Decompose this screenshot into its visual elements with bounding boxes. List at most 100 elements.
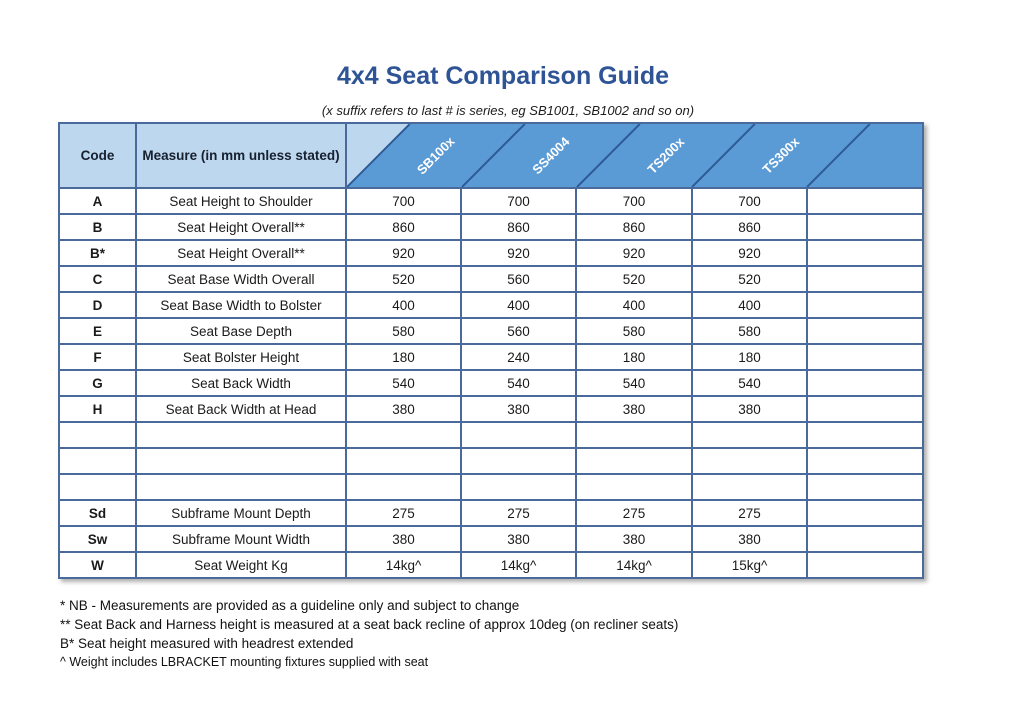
value-cell — [460, 421, 577, 449]
value-cell — [460, 447, 577, 475]
value-cell — [575, 473, 693, 501]
value-cell — [345, 421, 462, 449]
code-cell — [58, 473, 137, 501]
value-cell — [805, 421, 925, 449]
header-row: Code Measure (in mm unless stated) SB100… — [58, 122, 925, 189]
table-row: Sw Subframe Mount Width 380 380 380 380 — [58, 525, 925, 553]
diagonal-header-graphic: SB100x SS4004 TS200x TS300x — [348, 125, 922, 186]
footnote-weight: ^ Weight includes LBRACKET mounting fixt… — [60, 655, 429, 669]
value-cell: 275 — [460, 499, 577, 527]
value-cell: 540 — [460, 369, 577, 397]
value-cell: 14kg^ — [460, 551, 577, 579]
code-cell: H — [58, 395, 137, 423]
value-cell: 520 — [345, 265, 462, 293]
value-cell: 400 — [691, 291, 808, 319]
measure-cell: Seat Height Overall** — [135, 239, 347, 267]
table-row — [58, 421, 925, 449]
table-row: G Seat Back Width 540 540 540 540 — [58, 369, 925, 397]
value-cell — [805, 265, 925, 293]
code-cell: W — [58, 551, 137, 579]
code-cell — [58, 421, 137, 449]
value-cell — [691, 447, 808, 475]
value-cell — [805, 551, 925, 579]
table-row: Sd Subframe Mount Depth 275 275 275 275 — [58, 499, 925, 527]
value-cell: 700 — [575, 187, 693, 215]
value-cell: 560 — [460, 317, 577, 345]
table-body: A Seat Height to Shoulder 700 700 700 700 B Sea… — [58, 187, 925, 579]
code-cell: Sd — [58, 499, 137, 527]
value-cell: 860 — [691, 213, 808, 241]
value-cell — [460, 473, 577, 501]
table-row: B* Seat Height Overall** 920 920 920 920 — [58, 239, 925, 267]
value-cell: 275 — [691, 499, 808, 527]
value-cell: 860 — [460, 213, 577, 241]
measure-cell: Seat Bolster Height — [135, 343, 347, 371]
value-cell — [805, 499, 925, 527]
value-cell: 380 — [460, 395, 577, 423]
measure-cell: Subframe Mount Width — [135, 525, 347, 553]
value-cell: 700 — [460, 187, 577, 215]
diagonal-divider — [461, 125, 526, 186]
value-cell — [805, 395, 925, 423]
value-cell: 520 — [691, 265, 808, 293]
table-row: H Seat Back Width at Head 380 380 380 380 — [58, 395, 925, 423]
code-cell — [58, 447, 137, 475]
table-row: E Seat Base Depth 580 560 580 580 — [58, 317, 925, 345]
value-cell: 400 — [345, 291, 462, 319]
diagonal-divider — [348, 125, 411, 186]
value-cell: 380 — [575, 395, 693, 423]
value-cell — [805, 317, 925, 345]
footnotes: * NB - Measurements are provided as a gu… — [60, 596, 678, 672]
value-cell: 275 — [575, 499, 693, 527]
value-cell: 380 — [345, 395, 462, 423]
value-cell: 920 — [691, 239, 808, 267]
value-cell: 560 — [460, 265, 577, 293]
value-cell: 540 — [345, 369, 462, 397]
value-cell — [691, 421, 808, 449]
code-cell: G — [58, 369, 137, 397]
footnote-guideline: * NB - Measurements are provided as a gu… — [60, 598, 520, 613]
measure-cell: Seat Weight Kg — [135, 551, 347, 579]
value-cell: 275 — [345, 499, 462, 527]
table-row: B Seat Height Overall** 860 860 860 860 — [58, 213, 925, 241]
measure-cell — [135, 447, 347, 475]
value-cell: 14kg^ — [575, 551, 693, 579]
value-cell: 14kg^ — [345, 551, 462, 579]
value-cell — [345, 447, 462, 475]
measure-cell: Seat Height Overall** — [135, 213, 347, 241]
value-cell — [805, 447, 925, 475]
value-cell: 380 — [575, 525, 693, 553]
measure-cell — [135, 421, 347, 449]
value-cell: 580 — [345, 317, 462, 345]
value-cell: 920 — [345, 239, 462, 267]
measure-cell: Seat Height to Shoulder — [135, 187, 347, 215]
value-cell — [575, 421, 693, 449]
value-cell: 540 — [691, 369, 808, 397]
value-cell — [805, 369, 925, 397]
value-cell: 240 — [460, 343, 577, 371]
value-cell: 860 — [575, 213, 693, 241]
value-cell: 920 — [460, 239, 577, 267]
measure-cell: Subframe Mount Depth — [135, 499, 347, 527]
header-measure: Measure (in mm unless stated) — [135, 122, 347, 189]
value-cell: 400 — [460, 291, 577, 319]
value-cell: 180 — [345, 343, 462, 371]
value-cell — [345, 473, 462, 501]
value-cell: 540 — [575, 369, 693, 397]
value-cell: 380 — [460, 525, 577, 553]
comparison-table: Code Measure (in mm unless stated) SB100… — [58, 122, 925, 579]
value-cell: 400 — [575, 291, 693, 319]
page-subtitle: (x suffix refers to last # is series, eg… — [321, 103, 695, 118]
value-cell: 580 — [691, 317, 808, 345]
table-row: F Seat Bolster Height 180 240 180 180 — [58, 343, 925, 371]
value-cell: 380 — [691, 525, 808, 553]
diagonal-divider — [576, 125, 641, 186]
product-header-band: SB100x SS4004 TS200x TS300x — [344, 122, 925, 189]
value-cell — [805, 291, 925, 319]
code-cell: B* — [58, 239, 137, 267]
table-row: D Seat Base Width to Bolster 400 400 400 400 — [58, 291, 925, 319]
table-row: A Seat Height to Shoulder 700 700 700 700 — [58, 187, 925, 215]
value-cell: 700 — [345, 187, 462, 215]
footnote-headrest: B* Seat height measured with headrest ex… — [60, 636, 354, 651]
